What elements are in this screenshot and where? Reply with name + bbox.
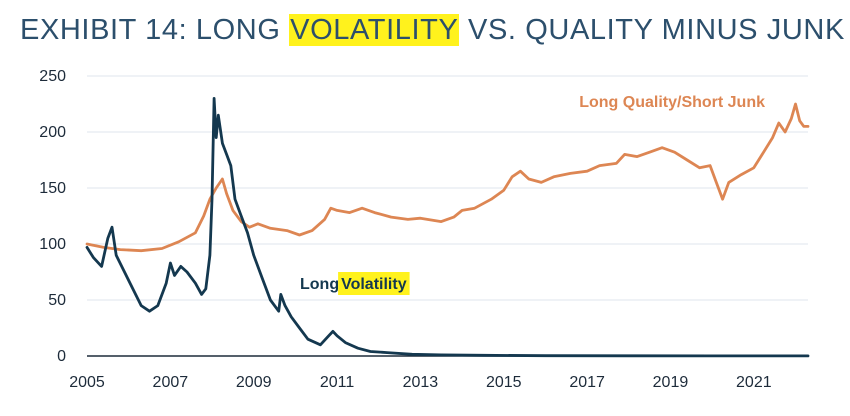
chart-title: EXHIBIT 14: LONG VOLATILITY VS. QUALITY …	[20, 8, 845, 52]
gridlines	[87, 75, 808, 301]
volatility-series-line	[85, 97, 810, 358]
y-tick-label: 0	[57, 348, 66, 365]
x-tick-label: 2013	[403, 374, 439, 391]
y-axis: 0 50 100 150 200 250	[39, 68, 66, 365]
y-tick-label: 250	[39, 68, 66, 85]
series-lines	[85, 97, 810, 358]
volatility-label-prefix: Long	[300, 276, 339, 293]
x-tick-label: 2017	[569, 374, 605, 391]
y-tick-label: 50	[48, 292, 66, 309]
volatility-label-highlight-box	[338, 272, 410, 295]
y-tick-label: 200	[39, 124, 66, 141]
title-prefix: EXHIBIT 14: LONG	[20, 14, 290, 46]
y-tick-label: 150	[39, 180, 66, 197]
quality-series-label: Long Quality/Short Junk	[579, 94, 765, 111]
x-tick-label: 2015	[486, 374, 522, 391]
quality-series-line	[85, 102, 810, 253]
x-tick-label: 2021	[736, 374, 772, 391]
x-axis: 2005 2007 2009 2011 2013 2015 2017 2019 2021	[69, 355, 808, 391]
title-highlight: VOLATILITY	[289, 14, 460, 46]
x-tick-label: 2019	[653, 374, 689, 391]
x-tick-label: 2007	[153, 374, 189, 391]
x-tick-label: 2005	[69, 374, 105, 391]
x-tick-label: 2011	[320, 374, 355, 391]
title-suffix: VS. QUALITY MINUS JUNK	[459, 14, 845, 46]
y-tick-label: 100	[39, 236, 66, 253]
volatility-label-highlight: Volatility	[341, 276, 407, 293]
series-labels: Long Quality/Short Junk Long Volatility	[300, 94, 765, 295]
x-tick-label: 2009	[236, 374, 272, 391]
